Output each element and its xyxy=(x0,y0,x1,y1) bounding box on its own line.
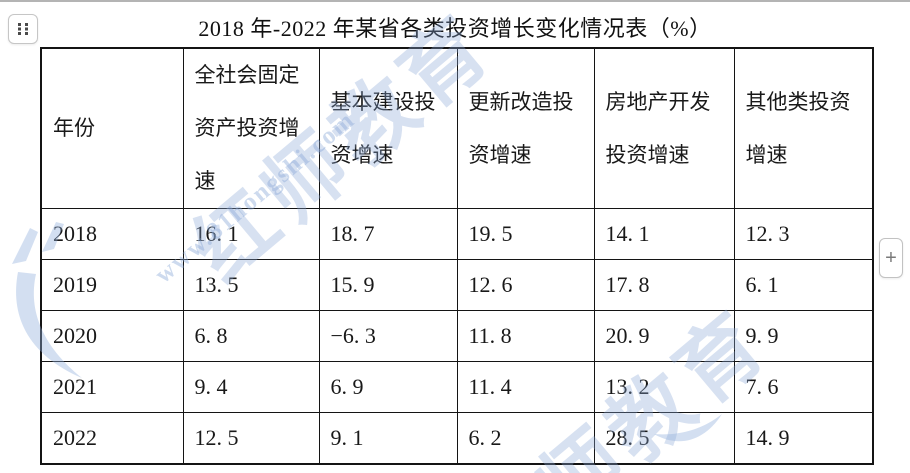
page-title: 2018 年-2022 年某省各类投资增长变化情况表（%） xyxy=(198,16,712,41)
table-cell[interactable]: 20. 9 xyxy=(593,310,735,362)
six-dot-grid-icon xyxy=(17,22,29,36)
table-cell[interactable]: 9. 1 xyxy=(318,412,458,464)
table-row-2022: 2022 12. 5 9. 1 6. 2 28. 5 14. 9 xyxy=(40,412,874,464)
insert-column-button[interactable]: + xyxy=(879,238,903,278)
table-cell[interactable]: 12. 6 xyxy=(456,259,595,311)
table-cell[interactable]: 12. 3 xyxy=(733,208,874,260)
table-cell[interactable]: 15. 9 xyxy=(318,259,458,311)
investment-growth-table: 年份 全社会固定 资产投资增 速 基本建设投 资增速 更新改造投 资增速 房地产… xyxy=(40,47,874,465)
table-cell[interactable]: 9. 4 xyxy=(182,361,320,413)
table-cell[interactable]: 14. 1 xyxy=(593,208,735,260)
table-cell[interactable]: 18. 7 xyxy=(318,208,458,260)
table-header-row: 年份 全社会固定 资产投资增 速 基本建设投 资增速 更新改造投 资增速 房地产… xyxy=(40,47,874,209)
table-cell[interactable]: 11. 8 xyxy=(456,310,595,362)
plus-icon: + xyxy=(885,246,897,269)
header-cell-other[interactable]: 其他类投资 增速 xyxy=(733,47,874,209)
table-cell[interactable]: −6. 3 xyxy=(318,310,458,362)
header-cell-basic-construction[interactable]: 基本建设投 资增速 xyxy=(318,47,458,209)
table-row-2021: 2021 9. 4 6. 9 11. 4 13. 2 7. 6 xyxy=(40,361,874,413)
cell-year[interactable]: 2018 xyxy=(40,208,184,260)
header-cell-renovation[interactable]: 更新改造投 资增速 xyxy=(456,47,595,209)
header-cell-real-estate[interactable]: 房地产开发 投资增速 xyxy=(593,47,735,209)
table-cell[interactable]: 19. 5 xyxy=(456,208,595,260)
table-cell[interactable]: 6. 8 xyxy=(182,310,320,362)
table-cell[interactable]: 7. 6 xyxy=(733,361,874,413)
table-cell[interactable]: 13. 5 xyxy=(182,259,320,311)
watermark-url-text: www.81hongshi.com xyxy=(455,466,666,473)
table-cell[interactable]: 28. 5 xyxy=(593,412,735,464)
table-cell[interactable]: 6. 1 xyxy=(733,259,874,311)
table-cell[interactable]: 6. 2 xyxy=(456,412,595,464)
cell-year[interactable]: 2020 xyxy=(40,310,184,362)
table-cell[interactable]: 16. 1 xyxy=(182,208,320,260)
table-cell[interactable]: 11. 4 xyxy=(456,361,595,413)
header-cell-total-fixed-asset[interactable]: 全社会固定 资产投资增 速 xyxy=(182,47,320,209)
cell-year[interactable]: 2022 xyxy=(40,412,184,464)
header-cell-year[interactable]: 年份 xyxy=(40,47,184,209)
table-row-2018: 2018 16. 1 18. 7 19. 5 14. 1 12. 3 xyxy=(40,208,874,260)
cell-year[interactable]: 2021 xyxy=(40,361,184,413)
page-top-divider xyxy=(0,0,910,2)
table-cell[interactable]: 9. 9 xyxy=(733,310,874,362)
cell-year[interactable]: 2019 xyxy=(40,259,184,311)
table-cell[interactable]: 12. 5 xyxy=(182,412,320,464)
table-row-2019: 2019 13. 5 15. 9 12. 6 17. 8 6. 1 xyxy=(40,259,874,311)
table-cell[interactable]: 6. 9 xyxy=(318,361,458,413)
table-drag-handle-button[interactable] xyxy=(8,14,38,44)
table-cell[interactable]: 14. 9 xyxy=(733,412,874,464)
table-cell[interactable]: 17. 8 xyxy=(593,259,735,311)
table-row-2020: 2020 6. 8 −6. 3 11. 8 20. 9 9. 9 xyxy=(40,310,874,362)
table-cell[interactable]: 13. 2 xyxy=(593,361,735,413)
